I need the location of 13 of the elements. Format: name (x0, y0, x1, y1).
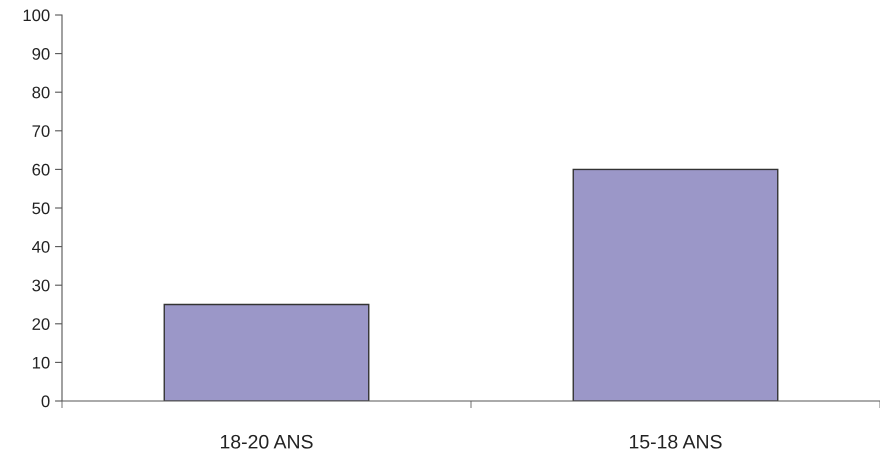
x-tick-label: 15-18 ANS (630, 434, 722, 449)
y-tick-label: 90 (32, 48, 50, 60)
y-tick-label: 30 (32, 280, 50, 292)
x-tick-label: 18-20 ANS (220, 434, 313, 449)
y-tick-label: 0 (42, 395, 50, 408)
y-tick-label: 20 (32, 318, 50, 330)
y-tick-label: 10 (32, 356, 50, 369)
y-tick-label: 50 (32, 202, 50, 214)
y-tick-label: 80 (32, 86, 50, 98)
y-tick-label: 60 (32, 164, 50, 176)
y-tick-label: 100 (24, 9, 50, 22)
y-tick-label: 70 (32, 125, 50, 138)
y-tick-label: 40 (32, 241, 50, 253)
